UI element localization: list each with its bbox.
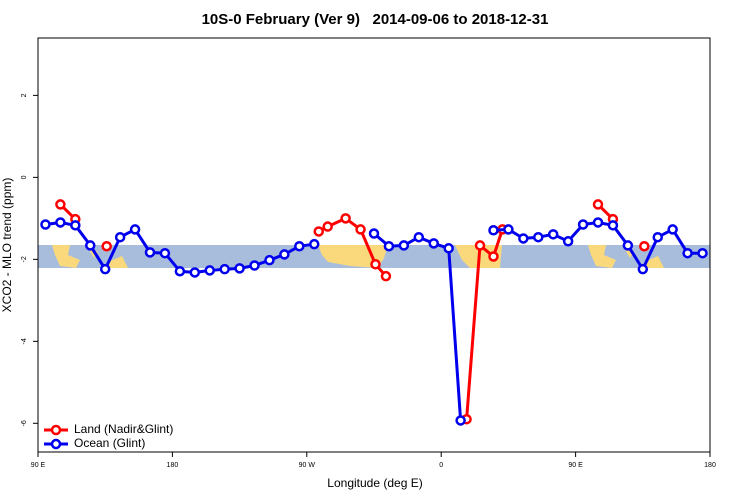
data-point bbox=[652, 231, 663, 243]
data-point bbox=[455, 415, 466, 426]
x-axis-label: Longitude (deg E) bbox=[327, 476, 422, 490]
data-point bbox=[313, 226, 324, 237]
data-point bbox=[70, 220, 81, 231]
data-point bbox=[234, 263, 245, 274]
data-point bbox=[607, 220, 619, 231]
data-point bbox=[55, 217, 66, 228]
data-point bbox=[370, 259, 381, 270]
data-point bbox=[592, 199, 604, 210]
x-tick-label: 90 E bbox=[31, 462, 46, 469]
plot-frame bbox=[37, 37, 711, 453]
data-point bbox=[488, 224, 499, 236]
data-point bbox=[667, 224, 678, 235]
data-point bbox=[697, 247, 708, 259]
data-point bbox=[622, 240, 634, 251]
data-point bbox=[443, 243, 454, 254]
data-point bbox=[101, 240, 112, 252]
land-patch bbox=[318, 245, 388, 268]
data-point bbox=[249, 260, 260, 271]
data-point bbox=[129, 224, 141, 235]
data-point bbox=[114, 231, 126, 243]
data-point bbox=[189, 267, 201, 278]
data-point bbox=[577, 219, 589, 230]
data-point bbox=[368, 228, 380, 239]
legend-label: Land (Nadir&Glint) bbox=[74, 422, 173, 436]
data-point bbox=[474, 240, 486, 251]
data-point bbox=[682, 247, 693, 259]
data-point bbox=[380, 270, 392, 282]
data-point bbox=[99, 263, 111, 275]
data-point bbox=[264, 254, 275, 266]
data-point bbox=[639, 240, 650, 252]
legend: Land (Nadir&Glint)Ocean (Glint) bbox=[44, 422, 173, 450]
data-point bbox=[55, 199, 66, 210]
data-point bbox=[383, 240, 395, 252]
data-point bbox=[413, 231, 425, 243]
data-point bbox=[562, 236, 574, 247]
data-point bbox=[279, 249, 290, 260]
data-point bbox=[488, 251, 499, 262]
y-tick-label: 0 bbox=[21, 175, 28, 179]
data-point bbox=[533, 231, 544, 243]
y-tick-label: -6 bbox=[21, 420, 28, 426]
data-point bbox=[40, 219, 51, 230]
data-point bbox=[219, 263, 230, 275]
data-point bbox=[428, 238, 439, 249]
x-tick-label: 90 W bbox=[299, 462, 316, 469]
y-tick-label: 2 bbox=[21, 93, 28, 97]
data-point bbox=[518, 233, 529, 244]
series bbox=[40, 217, 708, 426]
data-point bbox=[174, 265, 186, 277]
data-point bbox=[637, 263, 649, 275]
legend-marker bbox=[50, 438, 62, 450]
legend-label: Ocean (Glint) bbox=[74, 436, 145, 450]
land-patch bbox=[455, 245, 502, 268]
data-point bbox=[159, 247, 171, 259]
x-tick-label: 90 E bbox=[568, 462, 583, 469]
data-point bbox=[85, 240, 96, 251]
chart-title: 10S-0 February (Ver 9) 2014-09-06 to 201… bbox=[202, 11, 549, 28]
data-point bbox=[592, 217, 604, 228]
x-tick-label: 180 bbox=[167, 462, 179, 469]
data-point bbox=[355, 224, 366, 235]
data-point bbox=[309, 238, 320, 250]
y-axis-label: XCO2 - MLO trend (ppm) bbox=[0, 178, 14, 313]
y-tick-label: -4 bbox=[21, 338, 28, 344]
data-point bbox=[547, 229, 559, 240]
data-point bbox=[398, 240, 410, 251]
x-tick-label: 180 bbox=[704, 462, 716, 469]
x-tick-label: 0 bbox=[439, 462, 443, 469]
data-point bbox=[144, 247, 156, 258]
data-point bbox=[503, 224, 514, 235]
y-tick-label: -2 bbox=[21, 256, 28, 262]
legend-marker bbox=[50, 424, 62, 436]
data-point bbox=[322, 221, 333, 232]
data-point bbox=[204, 265, 215, 276]
data-point bbox=[340, 213, 351, 224]
data-point bbox=[294, 240, 305, 252]
